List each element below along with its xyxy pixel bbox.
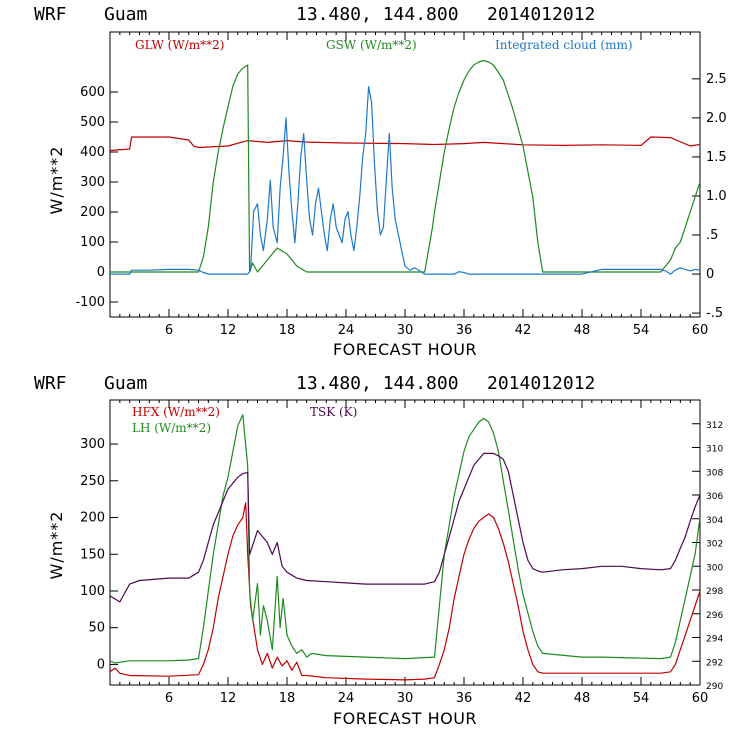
y-tick-label: 500 — [80, 115, 105, 130]
y2-tick-label: 302 — [706, 540, 723, 550]
y2-tick-label: 2.0 — [706, 111, 727, 126]
x-tick-label: 30 — [397, 323, 414, 338]
y2-tick-label: 292 — [706, 658, 723, 668]
y-tick-label: 150 — [80, 547, 105, 562]
panel-2-frame — [109, 399, 701, 686]
panel-1-x-axis-label: FORECAST HOUR — [333, 340, 477, 359]
legend-tsk: TSK (K) — [310, 405, 357, 419]
panel-2-legend: HFX (W/m**2) LH (W/m**2) TSK (K) — [132, 405, 357, 435]
legend-glw: GLW (W/m**2) — [135, 38, 224, 52]
panel-1-x-ticks: 6 12 18 24 30 36 42 48 54 60 — [119, 32, 709, 338]
panel-2-x-axis-label: FORECAST HOUR — [333, 709, 477, 728]
y2-tick-label: 1.5 — [706, 150, 727, 165]
panel-1-coords: 13.480, 144.800 — [296, 4, 459, 25]
panel-2-y-axis-label: W/m**2 — [47, 511, 66, 580]
x-tick-label: 18 — [279, 323, 296, 338]
x-tick-label: 36 — [456, 691, 473, 706]
y2-tick-label: .5 — [706, 228, 718, 243]
panel-2-header: WRF Guam 13.480, 144.800 2014012012 — [34, 373, 595, 394]
panel-1-series — [109, 59, 701, 275]
y2-tick-label: 308 — [706, 468, 723, 478]
panel-1-location: Guam — [104, 4, 147, 25]
series-line-tsk — [109, 452, 701, 603]
series-line-glw — [109, 136, 701, 152]
y2-tick-label: 290 — [706, 682, 723, 692]
legend-hfx: HFX (W/m**2) — [132, 405, 220, 419]
panel-1-init-time: 2014012012 — [487, 4, 595, 25]
y-tick-label: 600 — [80, 85, 105, 100]
series-line-lh — [109, 414, 701, 664]
panel-1-header: WRF Guam 13.480, 144.800 2014012012 — [34, 4, 595, 25]
panel-1-plot: 6 12 18 24 30 36 42 48 54 60 -100 0 100 200 300 400 500… — [47, 31, 727, 359]
panel-1-y2-ticks: -.5 0 .5 1.0 1.5 2.0 2.5 — [692, 72, 727, 321]
y2-tick-label: 304 — [706, 516, 723, 526]
x-tick-label: 48 — [574, 323, 591, 338]
y2-tick-label: 0 — [706, 267, 714, 282]
x-tick-label: 18 — [279, 691, 296, 706]
y-tick-label: 200 — [80, 205, 105, 220]
y2-tick-label: -.5 — [706, 306, 723, 321]
panel-2-location: Guam — [104, 373, 147, 394]
y2-tick-label: 298 — [706, 587, 723, 597]
y-tick-label: 100 — [80, 584, 105, 599]
x-tick-label: 42 — [515, 323, 532, 338]
series-line-integrated — [110, 86, 701, 275]
y2-tick-label: 300 — [706, 563, 723, 573]
y2-tick-label: 306 — [706, 492, 723, 502]
panel-1-frame — [109, 31, 701, 318]
panel-2-init-time: 2014012012 — [487, 373, 595, 394]
y2-tick-label: 296 — [706, 611, 723, 621]
x-tick-label: 42 — [515, 691, 532, 706]
legend-integrated-cloud: Integrated cloud (mm) — [495, 38, 633, 52]
x-tick-label: 54 — [633, 691, 650, 706]
panel-1-model: WRF — [34, 4, 67, 25]
x-tick-label: 12 — [220, 323, 237, 338]
y2-tick-label: 312 — [706, 421, 723, 431]
y-tick-label: -100 — [75, 295, 105, 310]
y-tick-label: 0 — [97, 265, 105, 280]
x-tick-label: 60 — [692, 691, 709, 706]
x-tick-label: 54 — [633, 323, 650, 338]
legend-gsw: GSW (W/m**2) — [326, 38, 417, 52]
panel-2-x-ticks: 6 12 18 24 30 36 42 48 54 60 — [119, 400, 709, 706]
x-tick-label: 6 — [165, 691, 173, 706]
y-tick-label: 200 — [80, 511, 105, 526]
y-tick-label: 0 — [97, 657, 105, 672]
x-tick-label: 24 — [338, 691, 355, 706]
series-line-hfx — [109, 502, 701, 681]
y-tick-label: 300 — [80, 437, 105, 452]
x-tick-label: 60 — [692, 323, 709, 338]
panel-1-y-axis-label: W/m**2 — [47, 146, 66, 215]
panel-2-coords: 13.480, 144.800 — [296, 373, 459, 394]
legend-lh: LH (W/m**2) — [132, 421, 211, 435]
y2-tick-label: 310 — [706, 445, 723, 455]
y-tick-label: 400 — [80, 145, 105, 160]
panel-2-plot: 6 12 18 24 30 36 42 48 54 60 0 50 100 150 200 250 300 2… — [47, 399, 723, 728]
panel-2-y2-ticks: 290 292 294 296 298 300 302 304 306 308 310 312 — [692, 421, 723, 692]
y2-tick-label: 294 — [706, 635, 723, 645]
panel-2-series — [109, 414, 701, 681]
y-tick-label: 50 — [88, 621, 105, 636]
panel-1-legend: GLW (W/m**2) GSW (W/m**2) Integrated clo… — [135, 38, 633, 52]
panel-2-model: WRF — [34, 373, 67, 394]
series-line-gsw — [110, 59, 701, 273]
x-tick-label: 36 — [456, 323, 473, 338]
y-tick-label: 250 — [80, 474, 105, 489]
x-tick-label: 48 — [574, 691, 591, 706]
y2-tick-label: 1.0 — [706, 189, 727, 204]
x-tick-label: 30 — [397, 691, 414, 706]
x-tick-label: 6 — [165, 323, 173, 338]
y2-tick-label: 2.5 — [706, 72, 727, 87]
panel-1-y-ticks: -100 0 100 200 300 400 500 600 — [75, 85, 118, 310]
panel-2-y-ticks: 0 50 100 150 200 250 300 — [80, 437, 118, 672]
y-tick-label: 100 — [80, 235, 105, 250]
x-tick-label: 12 — [220, 691, 237, 706]
y-tick-label: 300 — [80, 175, 105, 190]
x-tick-label: 24 — [338, 323, 355, 338]
